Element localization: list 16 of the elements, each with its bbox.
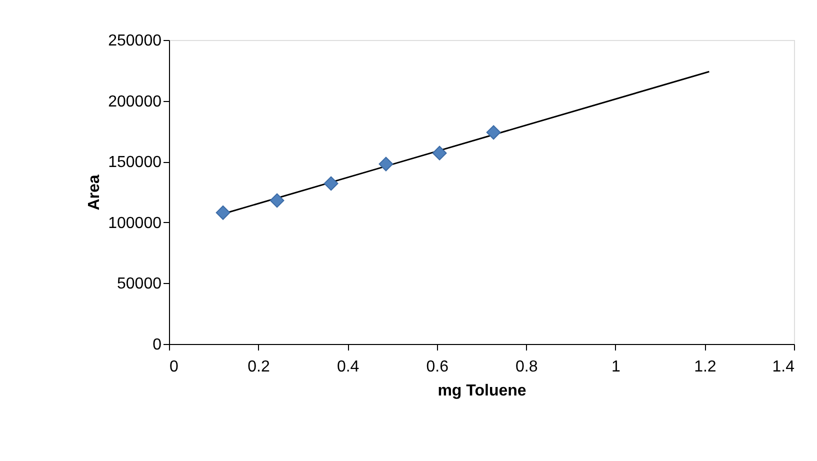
y-tick-label: 0 <box>152 336 162 354</box>
x-tick-label: 0.2 <box>248 358 270 376</box>
y-tick-label: 250000 <box>108 32 162 50</box>
x-tick-label: 0 <box>170 358 178 376</box>
y-tick-label: 200000 <box>108 93 162 110</box>
y-axis-title: Area <box>86 174 104 210</box>
y-tick-label: 50000 <box>117 276 162 293</box>
y-tick-label: 100000 <box>108 214 162 232</box>
x-tick-label: 1.2 <box>694 358 716 376</box>
x-axis-title: mg Toluene <box>438 382 526 400</box>
x-tick-label: 1 <box>611 358 620 376</box>
x-tick-label: 0.4 <box>336 358 360 376</box>
x-tick-label: 1.4 <box>772 358 795 376</box>
x-tick-label: 0.6 <box>426 358 449 376</box>
y-tick-label: 150000 <box>108 154 162 172</box>
x-tick-label: 0.8 <box>516 358 538 376</box>
